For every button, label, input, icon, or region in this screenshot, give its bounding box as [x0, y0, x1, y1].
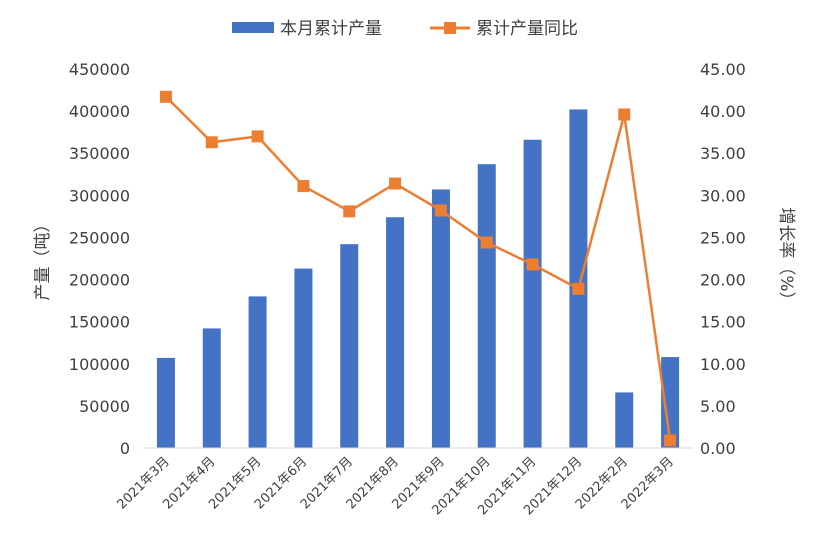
- legend-label-bar: 本月累计产量: [280, 19, 382, 39]
- y-tick-label-right: 15.00: [700, 313, 746, 332]
- bar: [156, 357, 175, 448]
- legend: 本月累计产量 累计产量同比: [232, 19, 578, 39]
- bar: [661, 357, 680, 448]
- y-tick-label-left: 50000: [79, 397, 130, 416]
- y-tick-label-left: 450000: [69, 60, 130, 79]
- line-point: [618, 108, 631, 121]
- line-point: [434, 204, 447, 217]
- line-point: [480, 236, 493, 249]
- line-point: [664, 434, 677, 447]
- y-tick-label-right: 10.00: [700, 355, 746, 374]
- y-tick-label-left: 350000: [69, 144, 130, 163]
- bar: [294, 268, 313, 448]
- y-tick-label-left: 100000: [69, 355, 130, 374]
- bar: [477, 164, 496, 448]
- line-series: [159, 90, 677, 447]
- x-axis: 2021年3月2021年4月2021年5月2021年6月2021年7月2021年…: [115, 454, 677, 518]
- bar: [523, 139, 542, 448]
- bar: [202, 328, 221, 448]
- bar: [248, 296, 267, 448]
- line-point: [205, 136, 218, 149]
- bar: [615, 392, 634, 448]
- y-tick-label-left: 0: [120, 439, 130, 458]
- y-tick-label-left: 150000: [69, 313, 130, 332]
- y-tick-label-right: 5.00: [700, 397, 736, 416]
- y-tick-label-right: 30.00: [700, 186, 746, 205]
- line-point: [389, 177, 402, 190]
- y-axis-left: 0 50000 100000 150000 200000 250000 300000 3500…: [69, 60, 130, 458]
- line-point: [526, 258, 539, 271]
- line-point: [159, 90, 172, 103]
- line-point: [297, 180, 310, 193]
- legend-label-line: 累计产量同比: [476, 19, 578, 39]
- y-tick-label-left: 250000: [69, 228, 130, 247]
- y-tick-label-right: 35.00: [700, 144, 746, 163]
- y-tick-label-left: 400000: [69, 102, 130, 121]
- y-tick-label-right: 0.00: [700, 439, 736, 458]
- y-tick-label-right: 20.00: [700, 271, 746, 290]
- y-axis-right: 0.00 5.00 10.00 15.00 20.00 25.00 30.00 35.00 40…: [700, 60, 746, 458]
- bar-series: [156, 109, 680, 448]
- y-tick-label-right: 45.00: [700, 60, 746, 79]
- y-tick-label-left: 200000: [69, 271, 130, 290]
- bar: [386, 217, 405, 448]
- line-point: [572, 282, 585, 295]
- y-axis-title-right: 增长率（%）: [776, 207, 796, 308]
- line-point: [251, 130, 264, 143]
- y-tick-label-right: 40.00: [700, 102, 746, 121]
- legend-swatch-marker: [444, 22, 456, 34]
- legend-swatch-bar: [232, 22, 274, 33]
- series-line: [165, 95, 672, 441]
- bar: [431, 189, 450, 448]
- y-tick-label-right: 25.00: [700, 228, 746, 247]
- y-axis-title-left: 产量（吨）: [33, 216, 53, 301]
- line-point: [343, 205, 356, 218]
- bar: [340, 244, 359, 448]
- y-tick-label-left: 300000: [69, 186, 130, 205]
- bar: [569, 109, 588, 448]
